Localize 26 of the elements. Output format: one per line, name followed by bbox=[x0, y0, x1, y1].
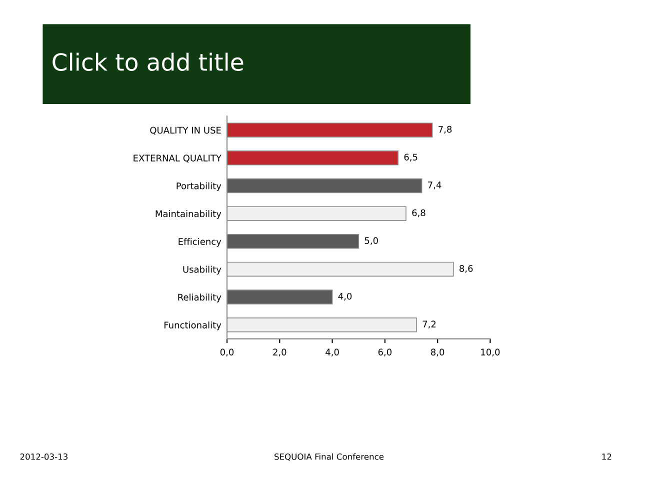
data-label: 4,0 bbox=[338, 292, 352, 301]
text: 2012-03-13 bbox=[20, 453, 68, 460]
data-label: 7,8 bbox=[438, 126, 452, 134]
chart-title: Click to add title bbox=[52, 52, 244, 71]
data-label: 5,0 bbox=[364, 237, 378, 245]
x-tick-label: 0,0 bbox=[220, 348, 234, 356]
data-label: 7,2 bbox=[422, 320, 436, 328]
y-tick-label: EXTERNAL QUALITY bbox=[134, 154, 222, 162]
data-label: 8,6 bbox=[460, 265, 473, 273]
y-tick-label: QUALITY IN USE bbox=[150, 126, 221, 135]
data-label: 6,5 bbox=[404, 154, 418, 162]
data-label: 7,4 bbox=[428, 182, 442, 190]
x-tick-label: 4,0 bbox=[326, 348, 339, 356]
x-tick-label: 6,0 bbox=[378, 348, 392, 356]
y-tick-label: Portability bbox=[176, 182, 222, 192]
x-tick-label: 8,0 bbox=[431, 348, 444, 356]
y-tick-label: Reliability bbox=[178, 294, 222, 302]
text: SEQUOIA Final Conference bbox=[274, 453, 384, 461]
y-tick-label: Efficiency bbox=[178, 238, 222, 247]
x-tick-label: 2,0 bbox=[273, 348, 286, 356]
x-tick-label: 10,0 bbox=[481, 348, 500, 356]
y-tick-label: Usability bbox=[183, 266, 222, 275]
y-tick-label: Maintainability bbox=[156, 210, 222, 219]
y-tick-label: Functionality bbox=[164, 321, 222, 330]
data-label: 6,8 bbox=[412, 209, 426, 218]
text: 12 bbox=[602, 453, 612, 460]
